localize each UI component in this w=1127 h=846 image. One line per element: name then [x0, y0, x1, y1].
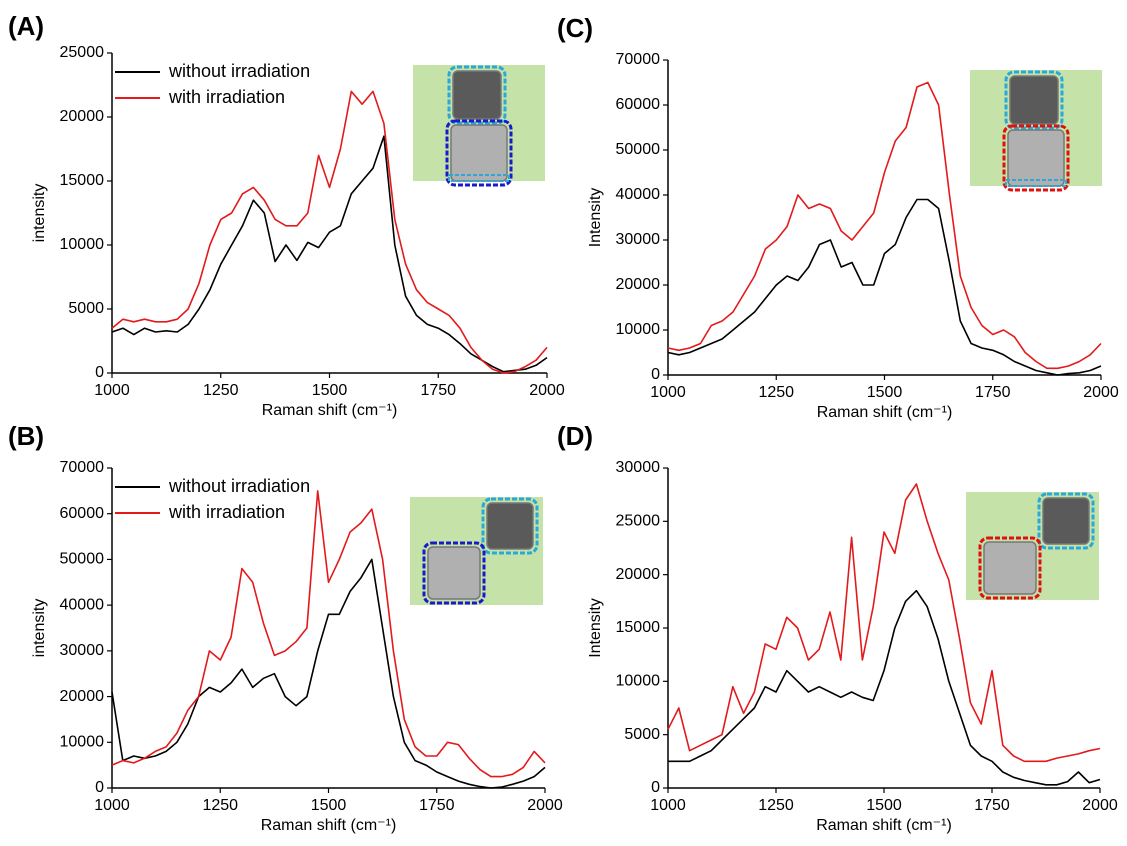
y-tick-label: 0	[651, 366, 660, 383]
inset-shell-bottom	[448, 174, 510, 182]
inset-cube	[1009, 75, 1059, 125]
y-tick-label: 30000	[616, 231, 661, 248]
y-axis-title: Intensity	[587, 598, 604, 658]
y-tick-label: 0	[95, 779, 104, 796]
y-tick-label: 40000	[616, 186, 661, 203]
y-tick-label: 50000	[616, 141, 661, 158]
x-tick-label: 2000	[529, 382, 565, 399]
x-tick-label: 1500	[311, 797, 347, 814]
y-tick-label: 15000	[616, 619, 661, 636]
y-tick-label: 10000	[60, 734, 105, 751]
y-tick-label: 5000	[68, 300, 104, 317]
x-tick-label: 1250	[758, 384, 794, 401]
inset-shell	[1002, 124, 1070, 192]
series-line	[111, 90, 548, 374]
inset-cube	[983, 541, 1037, 595]
y-tick-label: 10000	[616, 673, 661, 690]
panel-label: (A)	[8, 11, 44, 41]
x-axis-title: Raman shift (cm⁻¹)	[816, 817, 952, 834]
inset-shell	[445, 119, 513, 187]
y-tick-label: 60000	[616, 96, 661, 113]
y-tick-label: 20000	[60, 688, 105, 705]
panel-label: (D)	[557, 421, 593, 451]
x-tick-label: 1250	[758, 797, 794, 814]
series-line	[111, 135, 548, 373]
x-tick-label: 1000	[650, 797, 686, 814]
y-tick-label: 20000	[616, 566, 661, 583]
y-axis-title: Intensity	[587, 188, 604, 248]
legend-label: without irradiation	[168, 476, 310, 496]
legend-label: without irradiation	[168, 61, 310, 81]
y-tick-label: 70000	[60, 459, 105, 476]
inset-cube	[1007, 129, 1065, 187]
y-tick-label: 20000	[60, 108, 105, 125]
inset-cube	[427, 546, 481, 600]
series-line	[668, 589, 1101, 786]
y-tick-label: 15000	[60, 172, 105, 189]
x-axis-title: Raman shift (cm⁻¹)	[261, 817, 397, 834]
x-tick-label: 1500	[866, 797, 902, 814]
x-tick-label: 1500	[312, 382, 348, 399]
series-line	[667, 483, 1101, 763]
inset-shell	[481, 497, 539, 555]
y-tick-label: 5000	[624, 726, 660, 743]
inset-shell	[1037, 492, 1095, 550]
inset-shell	[422, 541, 486, 605]
y-tick-label: 10000	[60, 236, 105, 253]
y-tick-label: 20000	[616, 276, 661, 293]
y-tick-label: 25000	[60, 44, 105, 61]
y-tick-label: 50000	[60, 551, 105, 568]
inset-cube	[486, 502, 534, 550]
y-tick-label: 30000	[60, 642, 105, 659]
x-tick-label: 1750	[975, 384, 1011, 401]
x-tick-label: 1000	[94, 797, 130, 814]
inset-shell-bottom	[1005, 179, 1067, 187]
inset-shell	[447, 65, 507, 125]
y-tick-label: 0	[95, 364, 104, 381]
inset-shell	[978, 536, 1042, 600]
x-tick-label: 2000	[527, 797, 563, 814]
x-tick-label: 1000	[650, 384, 686, 401]
y-tick-label: 30000	[616, 459, 661, 476]
x-axis-title: Raman shift (cm⁻¹)	[262, 402, 398, 419]
series-line	[667, 81, 1102, 370]
inset-cube	[452, 70, 502, 120]
y-tick-label: 70000	[616, 51, 661, 68]
legend-label: with irradiation	[168, 87, 285, 107]
x-tick-label: 1250	[203, 382, 239, 399]
y-tick-label: 25000	[616, 513, 661, 530]
inset-cube	[1042, 497, 1090, 545]
series-line	[111, 558, 546, 789]
y-tick-label: 40000	[60, 596, 105, 613]
y-tick-label: 0	[651, 779, 660, 796]
x-tick-label: 1000	[94, 382, 130, 399]
y-tick-label: 10000	[616, 321, 661, 338]
panel-label: (B)	[8, 421, 44, 451]
panel-label: (C)	[557, 13, 593, 43]
x-tick-label: 1750	[419, 797, 455, 814]
series-line	[111, 490, 546, 778]
x-tick-label: 2000	[1083, 384, 1119, 401]
inset-shell	[1004, 70, 1064, 130]
x-tick-label: 1250	[202, 797, 238, 814]
legend-label: with irradiation	[168, 502, 285, 522]
y-axis-title: intensity	[31, 599, 48, 658]
x-tick-label: 1750	[420, 382, 456, 399]
x-tick-label: 2000	[1082, 797, 1118, 814]
x-axis-title: Raman shift (cm⁻¹)	[817, 404, 953, 421]
y-axis-title: intensity	[31, 184, 48, 243]
inset-cube	[450, 124, 508, 182]
y-tick-label: 60000	[60, 505, 105, 522]
x-tick-label: 1750	[974, 797, 1010, 814]
x-tick-label: 1500	[867, 384, 903, 401]
series-line	[667, 198, 1102, 376]
